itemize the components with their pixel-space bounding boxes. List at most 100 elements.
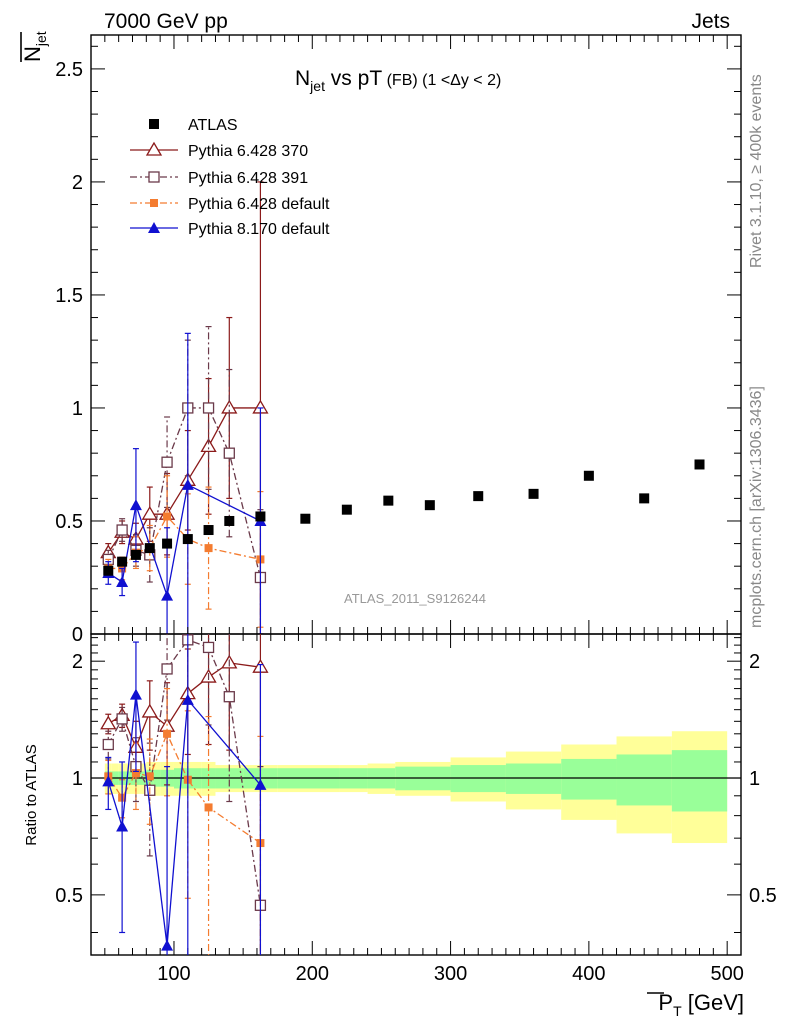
- data-marker: [223, 691, 235, 703]
- main-panel: 0 0.5 1 1.5 2 2.5: [55, 34, 742, 646]
- ratio-series-pythia-6-428-default: [104, 687, 265, 955]
- data-marker: [161, 589, 174, 601]
- xlabel-part-sub: T: [673, 1003, 682, 1019]
- data-marker: [255, 511, 266, 522]
- title-part-range: (FB) (1 <Δy < 2): [382, 72, 501, 89]
- y-tick-label: 2: [72, 172, 83, 194]
- data-marker: [203, 525, 214, 536]
- data-marker: [148, 171, 160, 183]
- ratio-y-axis-label: Ratio to ATLAS: [23, 744, 40, 845]
- y-tick-label: 1: [72, 398, 83, 420]
- main-series-group: [100, 181, 705, 634]
- main-series-clipped: [100, 181, 705, 634]
- legend-label: Pythia 6.428 default: [188, 196, 330, 213]
- data-marker: [148, 222, 160, 233]
- analysis-watermark: ATLAS_2011_S9126244: [344, 591, 486, 606]
- x-tick-label: 500: [710, 963, 743, 985]
- ratio-series-clipped: [100, 634, 269, 955]
- inner-band-bin: [671, 750, 728, 812]
- ratio-panel-frame: [90, 633, 742, 956]
- inner-band-bin: [616, 754, 672, 806]
- legend-entry-atlas: ATLAS: [149, 117, 238, 134]
- svg-text:PT [GeV]: PT [GeV]: [658, 990, 744, 1019]
- data-marker: [204, 803, 213, 812]
- legend-entry-pythia-6-428-default: Pythia 6.428 default: [130, 196, 330, 213]
- y-tick-label: 1.5: [55, 285, 83, 307]
- xlabel-part-unit: [GeV]: [682, 990, 744, 1015]
- data-marker: [694, 459, 705, 470]
- data-marker: [202, 641, 215, 654]
- data-marker: [224, 515, 235, 526]
- legend-label: ATLAS: [188, 117, 238, 134]
- ratio-tick-label-right: 2: [749, 651, 760, 673]
- legend-label: Pythia 8.170 default: [188, 221, 330, 238]
- data-marker: [202, 402, 215, 414]
- data-marker: [182, 534, 193, 545]
- ratio-tick-label-left: 1: [72, 768, 83, 790]
- data-marker: [116, 524, 128, 536]
- data-marker: [131, 769, 140, 778]
- y-tick-label: 0: [72, 624, 83, 646]
- x-tick-label: 400: [572, 963, 605, 985]
- process-label: Jets: [691, 10, 730, 33]
- x-tick-label: 100: [157, 963, 190, 985]
- data-marker: [161, 456, 173, 468]
- data-marker: [162, 538, 173, 549]
- data-marker: [254, 778, 267, 790]
- data-marker: [163, 512, 172, 521]
- data-marker: [341, 504, 352, 515]
- data-marker: [116, 820, 129, 832]
- y-tick-label: 0.5: [55, 511, 83, 533]
- xlabel-part-p: P: [658, 990, 673, 1015]
- data-marker: [383, 495, 394, 506]
- ratio-series-group: [100, 634, 269, 955]
- inner-band-bin: [561, 758, 617, 800]
- data-marker: [163, 729, 172, 738]
- main-y-ticks: 0 0.5 1 1.5 2 2.5: [55, 45, 741, 646]
- rivet-version-label: Rivet 3.1.10, ≥ 400k events: [748, 74, 765, 268]
- y-tick-label: 2.5: [55, 59, 83, 81]
- data-marker: [181, 693, 194, 705]
- data-marker: [181, 478, 194, 490]
- data-marker: [102, 775, 115, 787]
- ratio-panel: 100 200 300 400 500 0.5 0.5 1 1 2 2: [55, 35, 777, 985]
- ylabel-part-n: N: [20, 46, 45, 62]
- ratio-y-ticks: 0.5 0.5 1 1 2 2: [55, 637, 777, 933]
- data-marker: [149, 119, 159, 129]
- data-marker: [117, 556, 128, 567]
- collision-energy-label: 7000 GeV pp: [104, 10, 228, 33]
- data-marker: [161, 939, 174, 951]
- data-marker: [473, 491, 484, 502]
- legend-entry-pythia-8-170-default: Pythia 8.170 default: [130, 221, 330, 238]
- data-marker: [144, 543, 155, 554]
- data-marker: [145, 772, 154, 781]
- data-marker: [141, 703, 158, 718]
- data-marker: [116, 713, 128, 725]
- data-marker: [528, 488, 539, 499]
- ratio-uncertainty-bands: [104, 731, 728, 844]
- data-marker: [424, 500, 435, 511]
- main-y-axis-label: Njet: [20, 31, 49, 62]
- data-marker: [103, 565, 114, 576]
- title-part-n: N: [295, 67, 310, 90]
- data-marker: [161, 663, 173, 675]
- ratio-series-line: [107, 694, 261, 946]
- legend: ATLAS Pythia 6.428 370 Pythia 6.428 391 Pyt…: [130, 117, 330, 238]
- data-marker: [116, 576, 129, 588]
- svg-text:Njet: Njet: [20, 31, 49, 62]
- ratio-series-line: [107, 732, 261, 844]
- legend-entry-pythia-6-428-391: Pythia 6.428 391: [130, 170, 308, 187]
- x-tick-label: 300: [434, 963, 467, 985]
- data-marker: [130, 549, 141, 560]
- x-ticks: 100 200 300 400 500: [104, 35, 744, 985]
- legend-entry-pythia-6-428-370: Pythia 6.428 370: [130, 141, 308, 160]
- data-marker: [200, 438, 217, 453]
- data-marker: [223, 447, 235, 459]
- legend-label: Pythia 6.428 370: [188, 143, 308, 160]
- data-marker: [145, 141, 163, 156]
- data-marker: [100, 715, 117, 730]
- data-marker: [141, 505, 158, 520]
- x-tick-label: 200: [296, 963, 329, 985]
